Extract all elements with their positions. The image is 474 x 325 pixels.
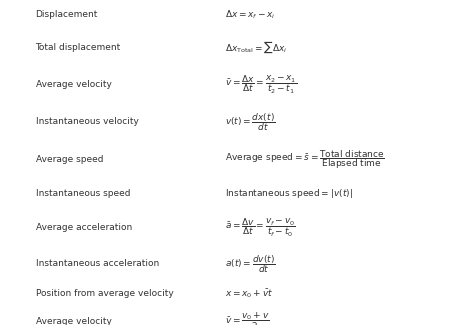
Text: $\mathrm{Average\ speed} = \bar{s} = \dfrac{\mathrm{Total\ distance}}{\mathrm{El: $\mathrm{Average\ speed} = \bar{s} = \df… xyxy=(225,148,385,171)
Text: $x = x_0 + \bar{v}t$: $x = x_0 + \bar{v}t$ xyxy=(225,287,273,300)
Text: Displacement: Displacement xyxy=(36,10,98,19)
Text: Average speed: Average speed xyxy=(36,155,103,164)
Text: $v(t) = \dfrac{dx(t)}{dt}$: $v(t) = \dfrac{dx(t)}{dt}$ xyxy=(225,111,276,133)
Text: Total displacement: Total displacement xyxy=(36,43,121,52)
Text: $\Delta x_{\mathrm{Total}} = \sum \Delta x_i$: $\Delta x_{\mathrm{Total}} = \sum \Delta… xyxy=(225,39,288,55)
Text: $\Delta x = x_f - x_i$: $\Delta x = x_f - x_i$ xyxy=(225,8,275,21)
Text: Position from average velocity: Position from average velocity xyxy=(36,289,173,298)
Text: $\bar{v} = \dfrac{\Delta x}{\Delta t} = \dfrac{x_2 - x_1}{t_2 - t_1}$: $\bar{v} = \dfrac{\Delta x}{\Delta t} = … xyxy=(225,73,297,96)
Text: Instantaneous speed: Instantaneous speed xyxy=(36,189,130,198)
Text: Average acceleration: Average acceleration xyxy=(36,223,132,232)
Text: $a(t) = \dfrac{dv(t)}{dt}$: $a(t) = \dfrac{dv(t)}{dt}$ xyxy=(225,253,276,275)
Text: Instantaneous velocity: Instantaneous velocity xyxy=(36,117,138,126)
Text: $\mathrm{Instantaneous\ speed} = |v(t)|$: $\mathrm{Instantaneous\ speed} = |v(t)|$ xyxy=(225,187,353,200)
Text: Average velocity: Average velocity xyxy=(36,317,111,325)
Text: $\bar{v} = \dfrac{v_0 + v}{2}$: $\bar{v} = \dfrac{v_0 + v}{2}$ xyxy=(225,311,270,325)
Text: Average velocity: Average velocity xyxy=(36,80,111,89)
Text: $\bar{a} = \dfrac{\Delta v}{\Delta t} = \dfrac{v_f - v_0}{t_f - t_0}$: $\bar{a} = \dfrac{\Delta v}{\Delta t} = … xyxy=(225,216,296,239)
Text: Instantaneous acceleration: Instantaneous acceleration xyxy=(36,259,159,268)
